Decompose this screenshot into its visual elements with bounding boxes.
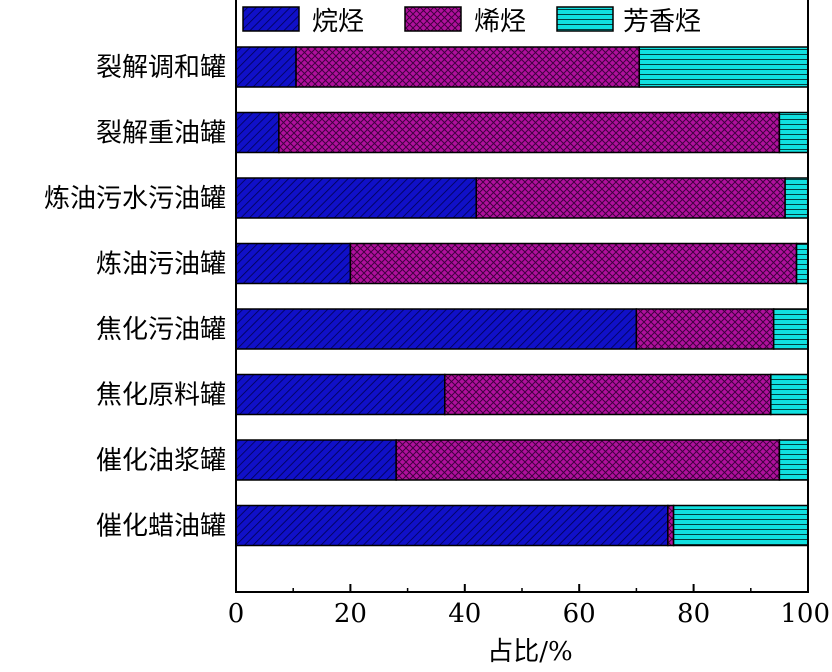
bar-3-row-8 <box>672 504 809 547</box>
x-tick-label: 100 <box>780 599 830 629</box>
legend: 烷烃 烯烃 芳香烃 <box>242 6 701 37</box>
bar-3-row-1 <box>638 46 809 88</box>
legend-swatch-1 <box>242 6 300 32</box>
legend-swatch-2 <box>404 6 462 32</box>
bar-3-row-3 <box>784 177 809 219</box>
bars-group <box>235 46 809 547</box>
category-label: 焦化原料罐 <box>96 381 226 411</box>
x-tick-label: 0 <box>228 599 245 629</box>
bar-1-row-3 <box>235 177 477 219</box>
legend-label-2: 烯烃 <box>474 7 526 37</box>
bar-1-row-4 <box>235 242 352 285</box>
bar-1-row-6 <box>235 373 446 416</box>
x-tick-label: 20 <box>334 599 367 629</box>
plot-frame <box>235 0 809 593</box>
category-label: 炼油污水污油罐 <box>44 184 226 214</box>
bar-3-row-4 <box>795 242 809 285</box>
x-tick-label: 80 <box>677 599 710 629</box>
bar-2-row-7 <box>395 439 781 481</box>
bar-1-row-1 <box>235 46 297 88</box>
x-tick-label: 60 <box>563 599 596 629</box>
bar-3-row-2 <box>778 111 809 154</box>
legend-swatch-3 <box>556 6 614 32</box>
category-label: 裂解重油罐 <box>96 119 226 149</box>
bar-1-row-2 <box>235 111 280 154</box>
bar-2-row-6 <box>444 373 772 416</box>
x-axis: 0 20 40 60 80 100 <box>228 584 830 629</box>
legend-label-3: 芳香烃 <box>623 7 701 37</box>
category-label: 裂解调和罐 <box>96 53 226 83</box>
bar-1-row-8 <box>235 504 669 547</box>
bar-3-row-5 <box>772 308 809 350</box>
bar-2-row-8 <box>667 504 675 547</box>
bar-3-row-6 <box>770 373 809 416</box>
bar-1-row-7 <box>235 439 397 481</box>
bar-3-row-7 <box>778 439 809 481</box>
category-label: 焦化污油罐 <box>96 315 226 345</box>
category-label: 催化油浆罐 <box>96 446 226 476</box>
bar-2-row-2 <box>278 111 781 154</box>
bar-1-row-5 <box>235 308 638 350</box>
category-labels: 裂解调和罐裂解重油罐炼油污水污油罐炼油污油罐焦化污油罐焦化原料罐催化油浆罐催化蜡… <box>44 53 226 542</box>
category-label: 催化蜡油罐 <box>96 512 226 542</box>
bar-2-row-3 <box>475 177 786 219</box>
bar-2-row-4 <box>349 242 798 285</box>
bar-2-row-1 <box>295 46 641 88</box>
legend-label-1: 烷烃 <box>312 7 364 37</box>
x-axis-title: 占比/% <box>487 637 572 667</box>
x-tick-label: 40 <box>448 599 481 629</box>
category-label: 炼油污油罐 <box>96 250 226 280</box>
bar-2-row-5 <box>635 308 775 350</box>
